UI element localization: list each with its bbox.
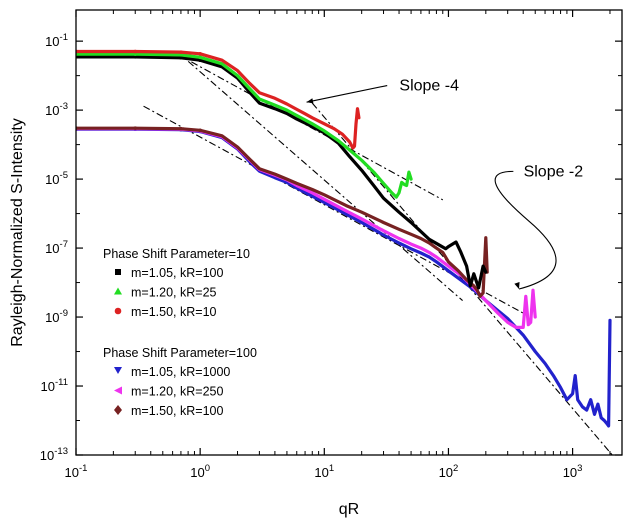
x-axis-title: qR <box>339 501 359 518</box>
legend-group-title: Phase Shift Parameter=10 <box>103 247 250 261</box>
y-tick-label: 10-5 <box>45 170 68 187</box>
legend-label: m=1.05, kR=100 <box>131 266 223 280</box>
slope-annotation: Slope -2 <box>524 163 584 180</box>
legend-marker <box>115 269 121 275</box>
annotation-arrow <box>307 86 388 103</box>
y-tick-label: 10-3 <box>45 101 68 118</box>
y-tick-label: 10-1 <box>45 32 68 49</box>
annotation-arrow <box>495 171 556 289</box>
data-point <box>133 50 137 54</box>
legend-marker <box>114 405 122 415</box>
arrow-head <box>307 98 314 103</box>
x-tick-label: 100 <box>190 463 210 480</box>
data-point <box>198 128 202 132</box>
y-tick-label: 10-13 <box>40 446 68 463</box>
legend-marker <box>114 367 122 374</box>
y-axis-title: Rayleigh-Normalized S-Intensity <box>9 118 26 347</box>
y-tick-label: 10-9 <box>45 308 68 325</box>
y-tick-label: 10-11 <box>41 377 69 394</box>
legend: Phase Shift Parameter=10 m=1.05, kR=100 m=… <box>103 247 257 418</box>
legend-label: m=1.20, kR=25 <box>131 286 217 300</box>
x-tick-label: 101 <box>314 463 334 480</box>
legend-marker <box>115 308 122 315</box>
data-point <box>198 52 202 56</box>
legend-label: m=1.50, kR=10 <box>131 305 217 319</box>
legend-label: m=1.05, kR=1000 <box>131 365 230 379</box>
legend-label: m=1.50, kR=100 <box>131 404 223 418</box>
x-tick-label: 102 <box>439 463 459 480</box>
x-tick-label: 10-1 <box>65 463 88 480</box>
arrow-head <box>514 282 519 289</box>
y-tick-label: 10-7 <box>45 239 68 256</box>
data-point <box>179 50 183 54</box>
legend-label: m=1.20, kR=250 <box>131 385 223 399</box>
data-point <box>198 56 202 60</box>
data-point <box>179 127 183 131</box>
legend-marker <box>114 387 122 395</box>
slope-annotation: Slope -4 <box>399 78 459 95</box>
x-tick-label: 103 <box>563 463 583 480</box>
legend-marker <box>114 288 122 295</box>
data-point <box>133 126 137 130</box>
legend-group-title: Phase Shift Parameter=100 <box>103 346 257 360</box>
axis-ticks: 10-1 100 101 102 103 10-13 10-11 10-9 10-7 10-5 10… <box>40 10 622 480</box>
